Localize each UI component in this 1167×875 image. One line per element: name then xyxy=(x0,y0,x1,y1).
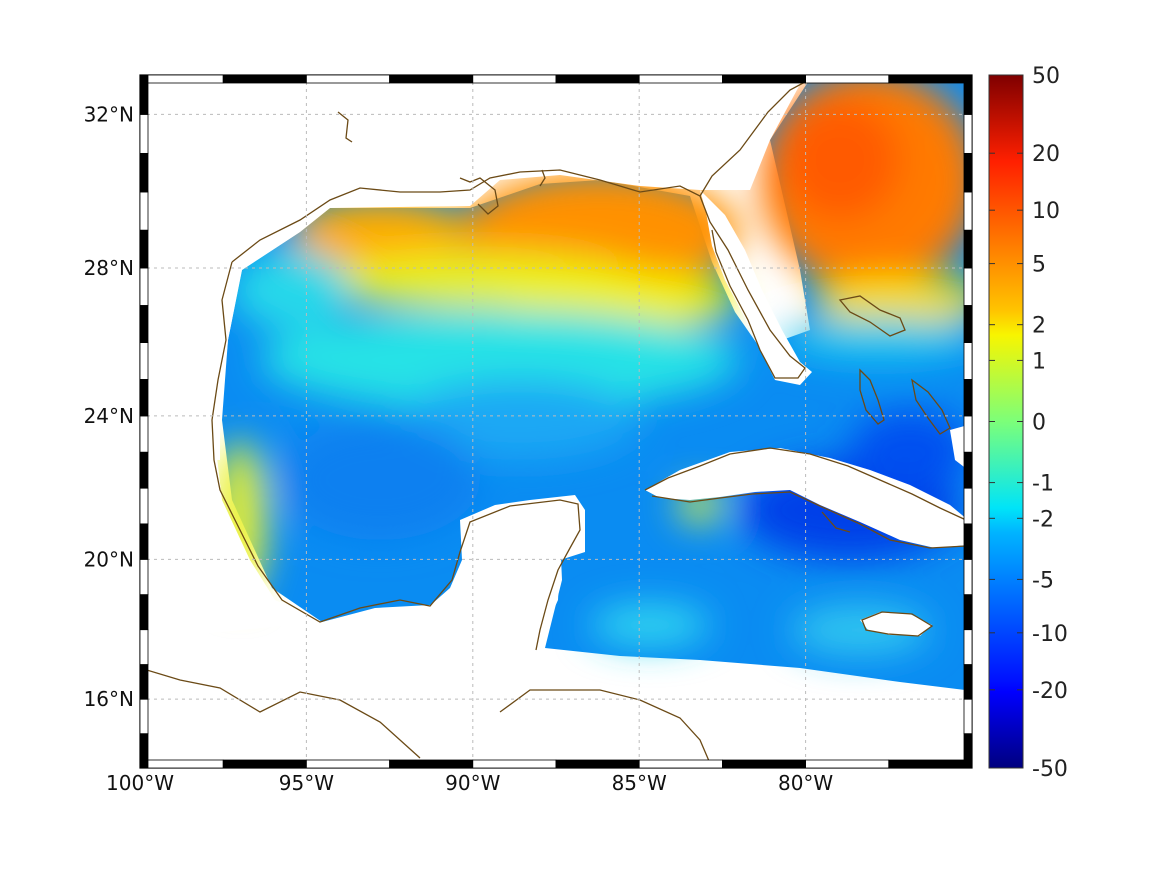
frame-segment xyxy=(472,74,557,84)
frame-segment xyxy=(963,629,973,665)
lon-tick-label-4: 80°W xyxy=(778,771,833,795)
lat-tick-label-3: 20°N xyxy=(84,547,134,571)
lon-tick-label-2: 90°W xyxy=(445,771,500,795)
frame-segment xyxy=(139,664,149,700)
colorbar-label-2: 10 xyxy=(1032,199,1060,224)
frame-segment xyxy=(963,664,973,700)
frame-segment xyxy=(222,759,307,769)
coastlines xyxy=(140,75,967,768)
frame-segment xyxy=(139,759,224,769)
lat-tick-label-1: 28°N xyxy=(84,256,134,280)
frame-segment xyxy=(805,759,890,769)
frame-segment xyxy=(963,415,973,453)
jamaica xyxy=(860,612,932,636)
frame-segment xyxy=(139,74,149,115)
colorbar-label-8: -2 xyxy=(1032,507,1054,532)
frame-segment xyxy=(963,379,973,417)
frame-segment xyxy=(963,698,973,735)
frame-segment xyxy=(139,594,149,631)
lat-tick-label-0: 32°N xyxy=(84,102,134,126)
frame-segment xyxy=(963,229,973,269)
frame-segment xyxy=(722,74,807,84)
frame-segment xyxy=(305,74,390,84)
frame-segment xyxy=(139,451,149,489)
frame-segment xyxy=(139,267,149,306)
colorbar-label-3: 5 xyxy=(1032,253,1046,278)
frame-segment xyxy=(472,759,557,769)
frame-segment xyxy=(638,74,723,84)
map-frame xyxy=(139,74,973,769)
frame-segment xyxy=(139,305,149,343)
colorbar-label-6: 0 xyxy=(1032,411,1046,436)
frame-segment xyxy=(389,759,474,769)
colorbar-label-1: 20 xyxy=(1032,142,1060,167)
frame-segment xyxy=(963,594,973,631)
colorbar-label-0: 50 xyxy=(1032,64,1060,89)
latitude-ticks: 32°N 28°N 24°N 20°N 16°N xyxy=(84,102,134,711)
frame-segment xyxy=(389,74,474,84)
lon-tick-label-0: 100°W xyxy=(106,771,174,795)
hispaniola-edge xyxy=(950,425,968,470)
frame-segment xyxy=(963,342,973,380)
frame-segment xyxy=(139,558,149,596)
frame-segment xyxy=(638,759,723,769)
colorbar-label-11: -20 xyxy=(1032,679,1068,704)
frame-segment xyxy=(963,305,973,343)
colorbar-label-12: -50 xyxy=(1032,757,1068,782)
frame-segment xyxy=(139,487,149,525)
frame-segment xyxy=(722,759,807,769)
colorbar-label-10: -10 xyxy=(1032,622,1068,647)
data-field xyxy=(140,75,972,768)
colorbar-label-9: -5 xyxy=(1032,568,1054,593)
frame-segment xyxy=(963,74,973,115)
lat-tick-label-2: 24°N xyxy=(84,404,134,428)
colorbar-label-5: 1 xyxy=(1032,349,1046,374)
frame-segment xyxy=(222,74,307,84)
frame-segment xyxy=(963,191,973,231)
frame-segment xyxy=(139,415,149,453)
frame-segment xyxy=(888,759,973,769)
florida-peninsula xyxy=(700,190,812,385)
central-america xyxy=(500,680,720,768)
north-land xyxy=(140,75,805,460)
frame-segment xyxy=(139,733,149,769)
frame-segment xyxy=(139,523,149,560)
land-masses xyxy=(140,75,968,768)
south-land xyxy=(140,660,430,768)
frame-segment xyxy=(139,191,149,231)
longitude-ticks: 100°W 95°W 90°W 85°W 80°W xyxy=(106,771,833,795)
frame-segment xyxy=(555,759,640,769)
frame-segment xyxy=(139,629,149,665)
frame-segment xyxy=(963,152,973,193)
cuba xyxy=(645,448,968,548)
graticule xyxy=(140,75,972,768)
frame-segment xyxy=(888,74,973,84)
frame-segment xyxy=(963,114,973,154)
frame-segment xyxy=(139,114,149,154)
frame-segment xyxy=(963,267,973,306)
frame-segment xyxy=(555,74,640,84)
frame-segment xyxy=(963,487,973,525)
lon-tick-label-1: 95°W xyxy=(279,771,334,795)
frame-segment xyxy=(139,229,149,269)
frame-segment xyxy=(963,523,973,560)
frame-segment xyxy=(139,698,149,735)
frame-segment xyxy=(963,558,973,596)
lat-tick-label-4: 16°N xyxy=(84,687,134,711)
frame-segment xyxy=(963,451,973,489)
frame-segment xyxy=(305,759,390,769)
lon-tick-label-3: 85°W xyxy=(612,771,667,795)
frame-segment xyxy=(963,733,973,769)
frame-segment xyxy=(139,152,149,193)
frame-segment xyxy=(139,379,149,417)
colorbar-label-4: 2 xyxy=(1032,314,1046,339)
frame-segment xyxy=(139,74,224,84)
frame-segment xyxy=(139,342,149,380)
frame-segment xyxy=(805,74,890,84)
colorbar-label-7: -1 xyxy=(1032,472,1054,497)
west-land xyxy=(140,440,322,640)
